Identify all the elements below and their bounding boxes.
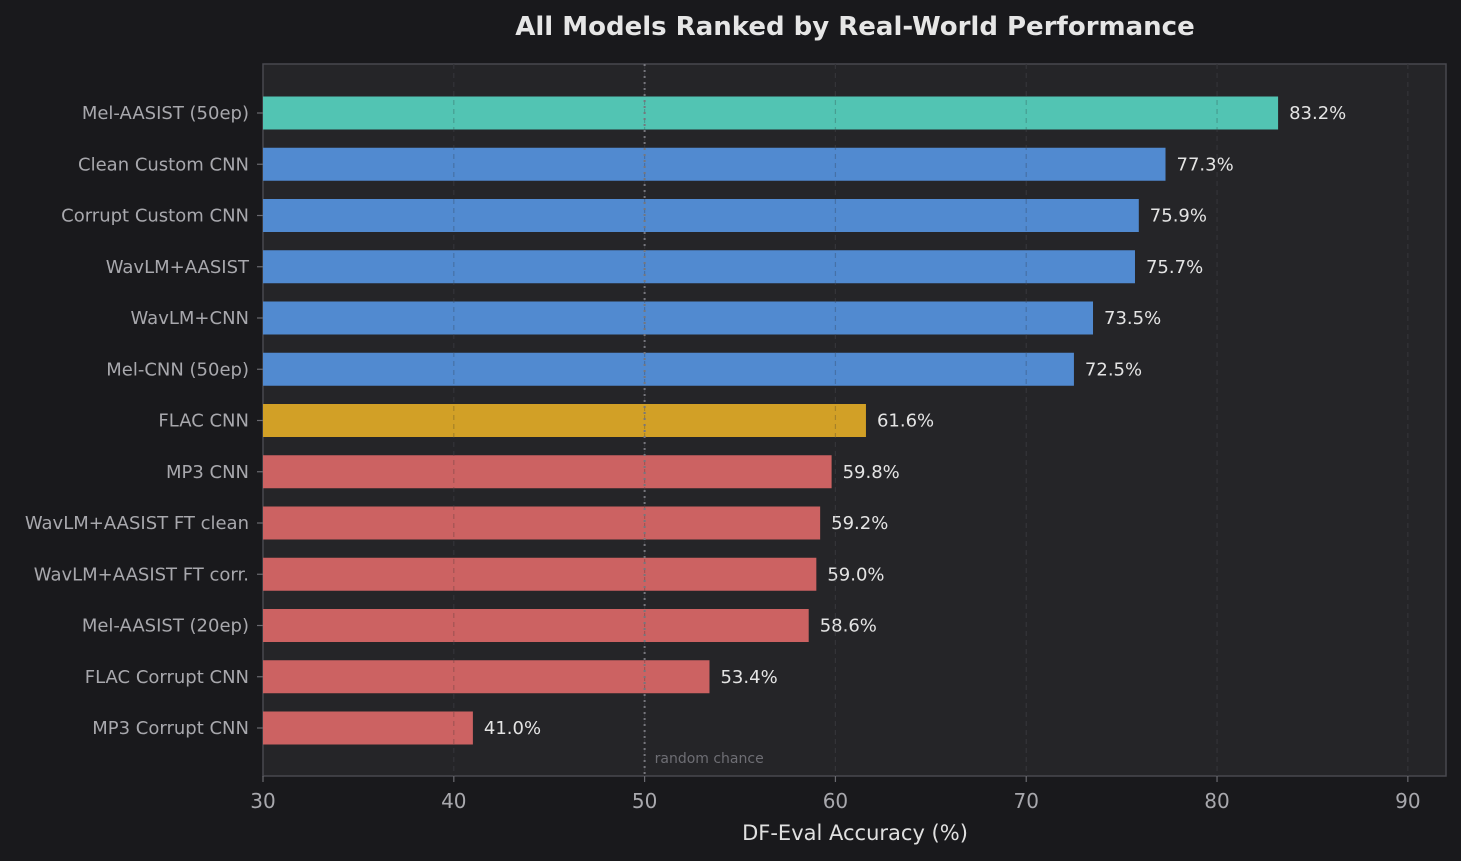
x-tick-label: 30	[250, 789, 275, 813]
bar	[263, 660, 710, 694]
bar	[263, 455, 832, 489]
y-tick-label: MP3 Corrupt CNN	[92, 718, 249, 739]
bar-value-label: 61.6%	[877, 411, 934, 432]
y-tick-label: Corrupt Custom CNN	[61, 206, 249, 227]
bar-value-label: 83.2%	[1289, 103, 1346, 124]
x-tick-label: 40	[441, 789, 466, 813]
y-tick-label: WavLM+AASIST FT clean	[25, 513, 249, 534]
bar-value-label: 75.9%	[1150, 206, 1207, 227]
y-tick-label: WavLM+AASIST	[106, 257, 250, 278]
y-tick-label: FLAC CNN	[158, 411, 249, 432]
x-tick-label: 60	[823, 789, 848, 813]
bar	[263, 506, 821, 540]
bar	[263, 404, 866, 437]
chart-title: All Models Ranked by Real-World Performa…	[515, 12, 1194, 42]
bar	[263, 199, 1139, 232]
bar-value-label: 59.2%	[831, 513, 888, 534]
bar-value-label: 77.3%	[1177, 154, 1234, 175]
bar	[263, 352, 1074, 386]
x-tick-label: 50	[632, 789, 657, 813]
bar	[263, 147, 1166, 181]
y-tick-label: Mel-AASIST (20ep)	[82, 616, 249, 637]
x-tick-label: 70	[1013, 789, 1038, 813]
random-chance-annotation: random chance	[655, 751, 764, 767]
y-tick-label: Mel-AASIST (50ep)	[82, 103, 249, 124]
x-tick-label: 80	[1204, 789, 1229, 813]
y-tick-label: MP3 CNN	[166, 462, 249, 483]
bar	[263, 557, 817, 591]
bar-value-label: 75.7%	[1146, 257, 1203, 278]
y-tick-label: WavLM+AASIST FT corr.	[34, 564, 249, 585]
bar	[263, 711, 473, 745]
bar-value-label: 53.4%	[720, 667, 777, 688]
y-tick-label: Mel-CNN (50ep)	[106, 359, 249, 380]
bar	[263, 609, 809, 642]
bar-value-label: 59.0%	[827, 564, 884, 585]
x-axis-label: DF-Eval Accuracy (%)	[742, 821, 968, 845]
bar	[263, 250, 1135, 284]
bar-value-label: 58.6%	[820, 616, 877, 637]
bar	[263, 301, 1094, 335]
bar-value-label: 73.5%	[1104, 308, 1161, 329]
bar	[263, 96, 1279, 130]
y-tick-label: WavLM+CNN	[131, 308, 249, 329]
bar-value-label: 41.0%	[484, 718, 541, 739]
bar-value-label: 72.5%	[1085, 359, 1142, 380]
bar-value-label: 59.8%	[843, 462, 900, 483]
y-tick-label: Clean Custom CNN	[78, 154, 249, 175]
x-tick-label: 90	[1395, 789, 1420, 813]
y-tick-label: FLAC Corrupt CNN	[85, 667, 249, 688]
